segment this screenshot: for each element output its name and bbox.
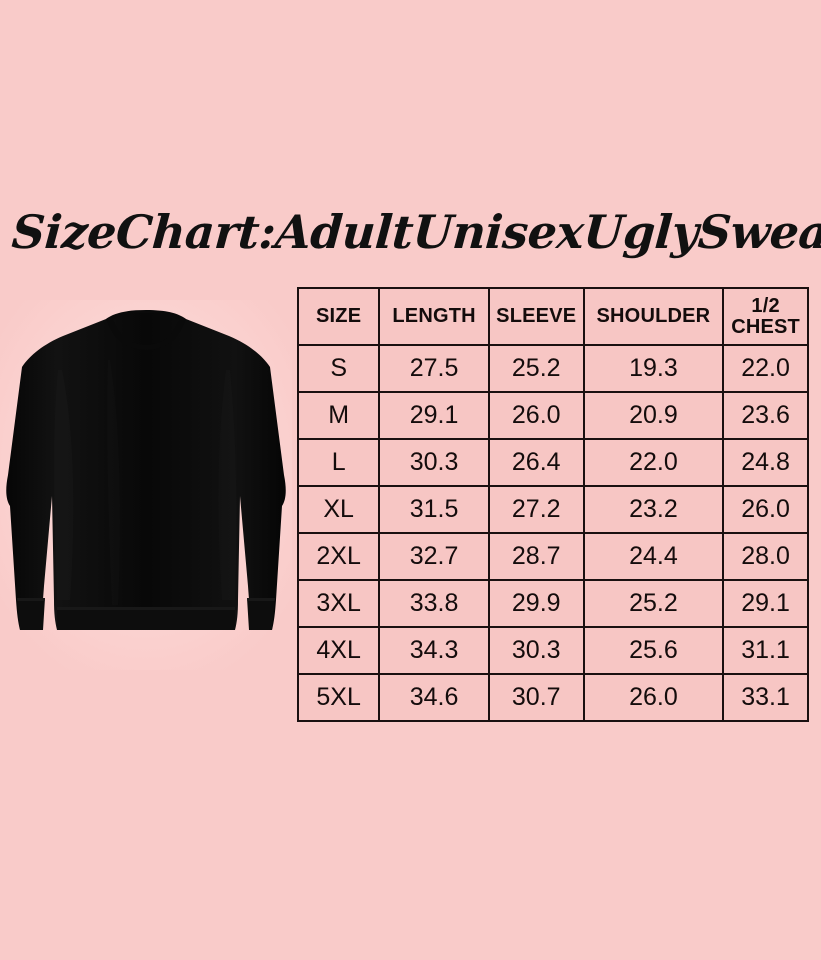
cell-shoulder: 19.3 [582, 344, 725, 393]
title-word-1: Size [10, 205, 118, 259]
half-chest-line-2: CHEST [731, 315, 800, 338]
table-row: 2XL 32.7 28.7 24.4 28.0 [296, 532, 809, 581]
cell-length: 32.7 [378, 532, 490, 581]
cell-length: 30.3 [378, 438, 490, 487]
half-chest-line-1: 1/2 [751, 295, 780, 318]
table-row: 4XL 34.3 30.3 25.6 31.1 [296, 626, 809, 675]
table-row: S 27.5 25.2 19.3 22.0 [296, 344, 809, 393]
cell-length: 27.5 [378, 344, 490, 393]
table-header: SIZE LENGTH SLEEVE SHOULDER 1/2 CHEST [296, 287, 809, 346]
cell-size: S [296, 344, 381, 393]
cell-sleeve: 25.2 [487, 344, 585, 393]
table-row: M 29.1 26.0 20.9 23.6 [296, 391, 809, 440]
cell-size: L [296, 438, 381, 487]
table-row: 3XL 33.8 29.9 25.2 29.1 [296, 579, 809, 628]
cell-sleeve: 29.9 [487, 579, 585, 628]
cell-half-chest: 22.0 [722, 344, 809, 393]
title-word-3: Adult [273, 205, 415, 259]
cell-sleeve: 30.3 [487, 626, 585, 675]
title-word-6: Sweater [696, 205, 821, 259]
column-header-sleeve: SLEEVE [487, 287, 585, 346]
cell-half-chest: 28.0 [722, 532, 809, 581]
cell-half-chest: 29.1 [722, 579, 809, 628]
cell-sleeve: 26.0 [487, 391, 585, 440]
cell-size: 2XL [296, 532, 381, 581]
table-header-row: SIZE LENGTH SLEEVE SHOULDER 1/2 CHEST [296, 287, 809, 346]
cell-shoulder: 25.2 [582, 579, 725, 628]
cell-size: M [296, 391, 381, 440]
column-header-length: LENGTH [378, 287, 490, 346]
table-row: XL 31.5 27.2 23.2 26.0 [296, 485, 809, 534]
sweater-icon [0, 300, 292, 670]
column-header-size: SIZE [296, 287, 381, 346]
cell-half-chest: 23.6 [722, 391, 809, 440]
cell-size: 5XL [296, 673, 381, 722]
cell-half-chest: 24.8 [722, 438, 809, 487]
cell-half-chest: 31.1 [722, 626, 809, 675]
cell-sleeve: 27.2 [487, 485, 585, 534]
title-word-4: Unisex [411, 205, 586, 259]
table-row: 5XL 34.6 30.7 26.0 33.1 [296, 673, 809, 722]
cell-shoulder: 23.2 [582, 485, 725, 534]
cell-sleeve: 26.4 [487, 438, 585, 487]
cell-shoulder: 26.0 [582, 673, 725, 722]
cell-half-chest: 33.1 [722, 673, 809, 722]
cell-length: 34.3 [378, 626, 490, 675]
cell-shoulder: 25.6 [582, 626, 725, 675]
cell-shoulder: 22.0 [582, 438, 725, 487]
cell-half-chest: 26.0 [722, 485, 809, 534]
cell-length: 29.1 [378, 391, 490, 440]
cell-sleeve: 28.7 [487, 532, 585, 581]
cell-shoulder: 20.9 [582, 391, 725, 440]
page-title: Size Chart: Adult Unisex Ugly Sweater [9, 196, 821, 268]
title-word-2: Chart: [114, 205, 278, 259]
title-word-5: Ugly [581, 205, 700, 259]
table-row: L 30.3 26.4 22.0 24.8 [296, 438, 809, 487]
product-image [0, 300, 292, 670]
cell-length: 34.6 [378, 673, 490, 722]
column-header-shoulder: SHOULDER [582, 287, 725, 346]
cell-sleeve: 30.7 [487, 673, 585, 722]
cell-size: 4XL [296, 626, 381, 675]
cell-size: 3XL [296, 579, 381, 628]
size-chart-table: SIZE LENGTH SLEEVE SHOULDER 1/2 CHEST S … [296, 287, 809, 722]
cell-length: 33.8 [378, 579, 490, 628]
cell-length: 31.5 [378, 485, 490, 534]
table-body: S 27.5 25.2 19.3 22.0 M 29.1 26.0 20.9 2… [296, 344, 809, 722]
column-header-half-chest: 1/2 CHEST [722, 287, 809, 346]
cell-shoulder: 24.4 [582, 532, 725, 581]
cell-size: XL [296, 485, 381, 534]
